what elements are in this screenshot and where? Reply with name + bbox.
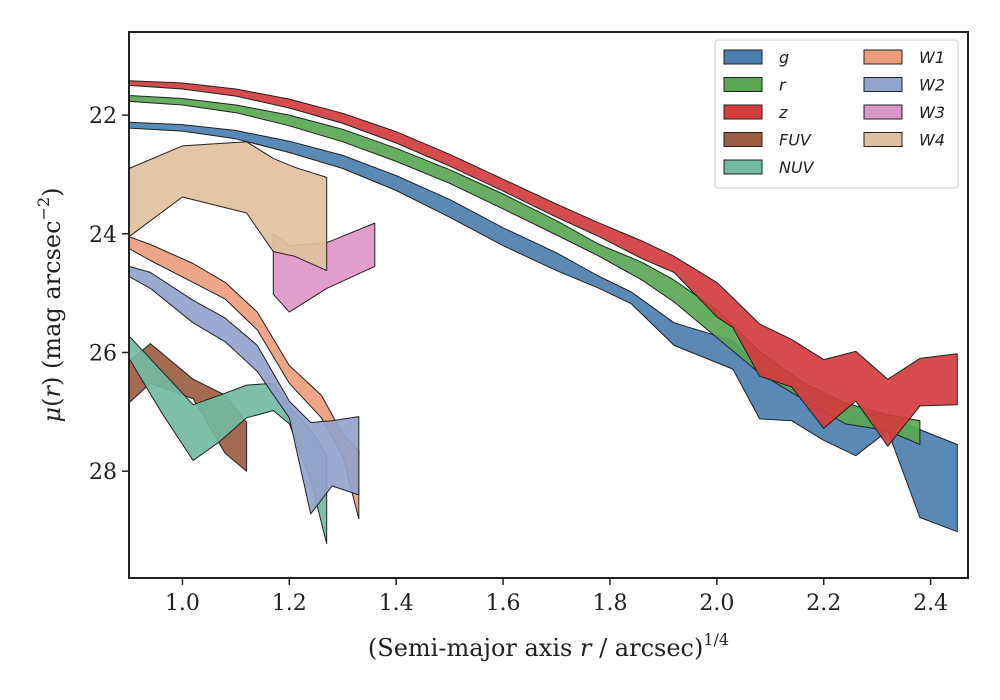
legend-label: z xyxy=(778,103,788,122)
band-w4 xyxy=(128,141,328,272)
y-tick-label: 26 xyxy=(89,341,117,366)
legend-item-w2: W2 xyxy=(863,76,945,95)
legend-label: FUV xyxy=(779,131,812,150)
legend-label: r xyxy=(779,76,787,95)
plot-frame xyxy=(128,31,969,579)
legend-swatch xyxy=(723,104,763,120)
x-tick-label: 1.2 xyxy=(272,591,307,616)
legend-label: W2 xyxy=(919,76,945,95)
legend-item-fuv: FUV xyxy=(723,131,812,150)
legend-item-r: r xyxy=(723,76,787,95)
x-axis-label: (Semi-major axis r / arcsec)1/4 xyxy=(368,630,729,662)
y-tick-label: 22 xyxy=(89,104,117,129)
chart-bands xyxy=(128,80,958,545)
x-tick-label: 1.6 xyxy=(486,591,521,616)
y-tick-label: 28 xyxy=(89,460,117,485)
legend-swatch xyxy=(723,159,763,175)
legend-label: NUV xyxy=(779,158,815,177)
legend-item-w3: W3 xyxy=(863,103,945,122)
legend-swatch xyxy=(723,77,763,92)
legend-swatch xyxy=(863,77,903,92)
y-tick-label: 24 xyxy=(89,223,117,248)
legend-item-w1: W1 xyxy=(863,48,945,67)
band-z xyxy=(128,80,958,447)
x-tick-label: 1.4 xyxy=(379,591,414,616)
x-tick-label: 2.2 xyxy=(806,591,841,616)
legend-label: g xyxy=(779,48,789,67)
legend-item-w4: W4 xyxy=(863,131,945,150)
band-nuv xyxy=(128,335,328,545)
legend-item-g: g xyxy=(723,48,789,67)
x-tick-label: 1.0 xyxy=(165,591,200,616)
band-w1 xyxy=(128,236,360,520)
band-w2 xyxy=(128,265,360,515)
x-tick-label: 2.4 xyxy=(913,591,948,616)
legend-swatch xyxy=(863,104,903,120)
legend-swatch xyxy=(863,49,903,65)
x-tick-label: 2.0 xyxy=(699,591,734,616)
legend-label: W3 xyxy=(919,103,945,122)
x-axis-ticks: 1.0 1.2 1.4 1.6 1.8 2.0 2.2 2.4 xyxy=(165,578,948,616)
band-g xyxy=(128,121,958,533)
legend-swatch xyxy=(723,132,763,147)
y-axis-ticks: 22 24 26 28 xyxy=(89,104,129,485)
legend-item-z: z xyxy=(723,103,788,122)
legend-swatch xyxy=(863,132,903,147)
legend-item-nuv: NUV xyxy=(723,158,815,177)
legend: grz FUV NUV W1 W2 W3 W4 xyxy=(714,39,959,189)
legend-label: W4 xyxy=(919,131,945,150)
x-tick-label: 1.8 xyxy=(592,591,627,616)
y-axis-label: μ(r) (mag arcsec−2) xyxy=(34,187,66,422)
legend-swatch xyxy=(723,49,763,65)
legend-label: W1 xyxy=(919,48,945,67)
